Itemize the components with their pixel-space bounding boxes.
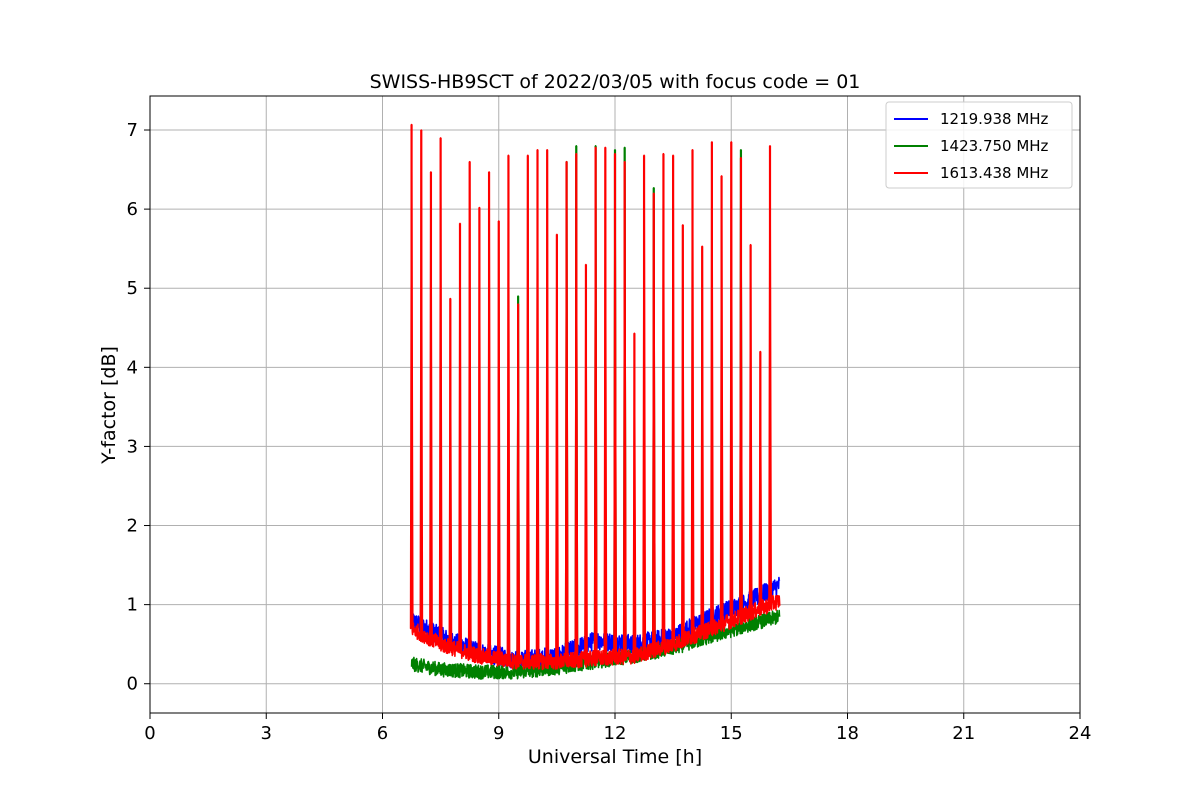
legend-label: 1613.438 MHz	[940, 164, 1049, 182]
legend-box	[885, 101, 1073, 189]
y-tick-label: 5	[127, 278, 138, 299]
x-tick-label: 21	[952, 723, 975, 744]
x-tick-label: 12	[604, 723, 627, 744]
y-tick-label: 4	[127, 357, 138, 378]
chart-title: SWISS-HB9SCT of 2022/03/05 with focus co…	[370, 71, 861, 93]
x-tick-label: 3	[261, 723, 272, 744]
x-tick-label: 15	[720, 723, 743, 744]
y-tick-label: 3	[127, 436, 138, 457]
x-tick-label: 18	[836, 723, 859, 744]
y-tick-label: 1	[127, 595, 138, 616]
y-tick-label: 0	[127, 674, 138, 695]
plot-series	[409, 123, 781, 680]
legend: 1219.938 MHz 1423.750 MHz 1613.438 MHz	[885, 101, 1073, 189]
x-tick-label: 24	[1069, 723, 1092, 744]
legend-label: 1219.938 MHz	[940, 110, 1049, 128]
y-axis-label: Y-factor [dB]	[98, 346, 120, 465]
y-tick-label: 7	[127, 120, 138, 141]
y-tick-label: 6	[127, 199, 138, 220]
x-axis-label: Universal Time [h]	[528, 746, 702, 768]
y-tick-label: 2	[127, 516, 138, 537]
legend-label: 1423.750 MHz	[940, 137, 1049, 155]
x-tick-label: 0	[144, 723, 155, 744]
x-tick-label: 9	[493, 723, 504, 744]
x-tick-label: 6	[377, 723, 388, 744]
